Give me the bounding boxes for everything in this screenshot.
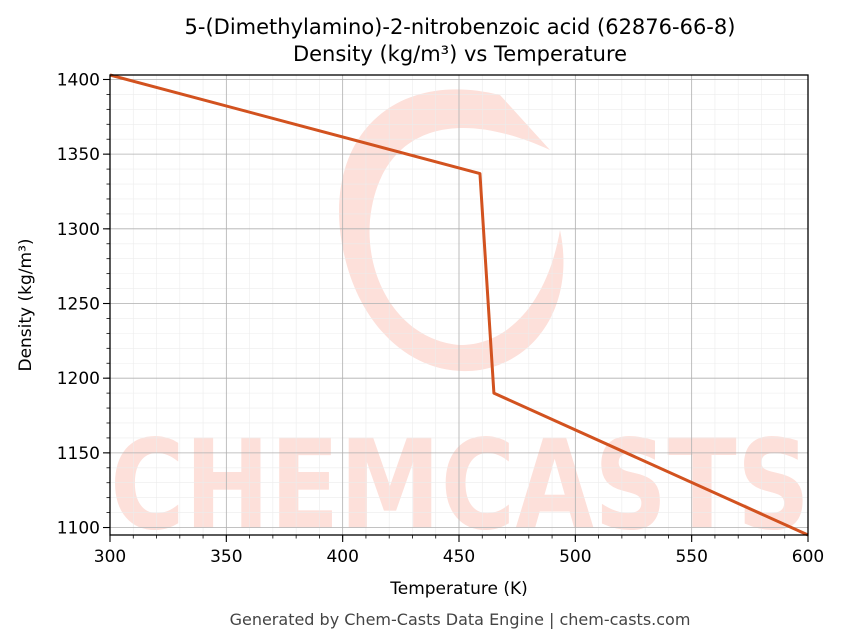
chart-title: 5-(Dimethylamino)-2-nitrobenzoic acid (6… (185, 15, 736, 39)
x-tick-label: 400 (326, 547, 358, 567)
y-tick-label: 1200 (57, 369, 100, 389)
watermark-text: CHEMCASTS (110, 414, 810, 558)
x-tick-label: 450 (443, 547, 475, 567)
y-tick-label: 1300 (57, 220, 100, 240)
y-tick-label: 1250 (57, 295, 100, 315)
x-tick-label: 550 (675, 547, 707, 567)
y-tick-label: 1400 (57, 70, 100, 90)
x-axis-label: Temperature (K) (389, 579, 528, 599)
x-tick-label: 600 (792, 547, 824, 567)
x-tick-labels: 300 350 400 450 500 550 600 (94, 547, 824, 567)
series-layer (109, 73, 809, 537)
axis-ticks (103, 78, 809, 542)
x-tick-label: 350 (210, 547, 242, 567)
y-tick-label: 1350 (57, 145, 100, 165)
chart-subtitle: Density (kg/m³) vs Temperature (293, 42, 627, 66)
density-series-line (109, 73, 809, 537)
y-tick-label: 1100 (57, 519, 100, 539)
y-axis-label: Density (kg/m³) (16, 238, 36, 371)
x-tick-label: 300 (94, 547, 126, 567)
y-tick-label: 1150 (57, 444, 100, 464)
footer-credit: Generated by Chem-Casts Data Engine | ch… (230, 610, 691, 629)
x-tick-label: 500 (559, 547, 591, 567)
y-tick-labels: 1100 1150 1200 1250 1300 1350 1400 (57, 70, 100, 538)
watermark-swirl (339, 89, 564, 372)
